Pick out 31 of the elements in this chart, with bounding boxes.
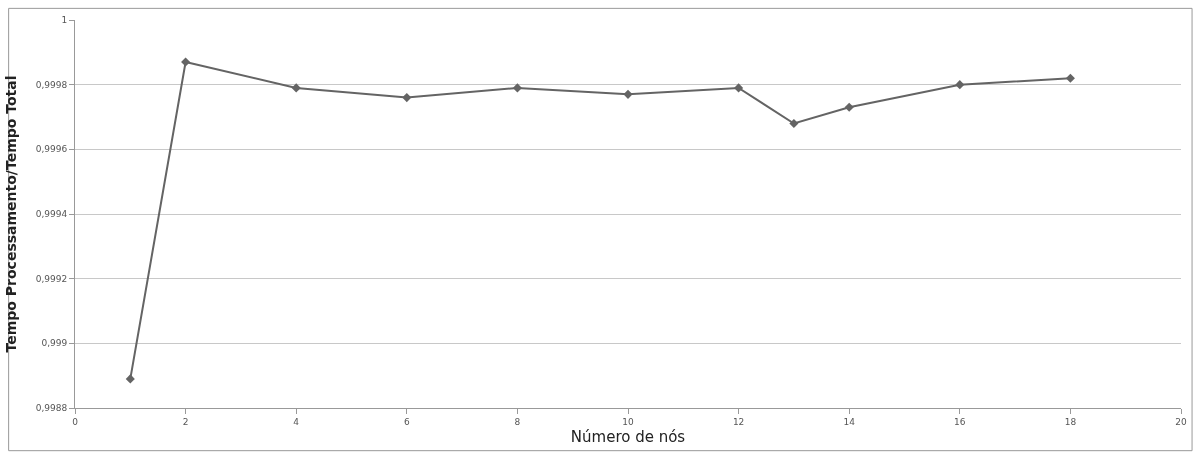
point [125,374,135,384]
x-tick-label: 10 [622,416,634,427]
x-tick-label: 18 [1064,416,1077,427]
point [734,83,744,93]
x-tick-label: 8 [514,416,521,427]
y-axis-title: Tempo Processamento/Tempo Total [3,75,20,353]
point [512,83,522,93]
y-tick-label: 0,9988 [35,403,68,414]
y-tick-label: 0,9994 [35,209,68,220]
point [789,118,799,129]
x-tick-label: 14 [843,416,856,427]
x-tick-label: 4 [293,416,300,427]
y-tick-label: 0,9998 [35,79,68,90]
x-tick-label: 20 [1175,416,1187,427]
y-tick-label: 0,999 [41,338,68,349]
x-axis-title: Número de nós [570,427,686,446]
x-tick-label: 16 [954,416,966,427]
x-tick-label: 0 [72,416,79,427]
point [181,57,191,67]
x-tick-label: 2 [182,416,189,427]
y-tick-label: 1 [61,15,68,26]
point [955,80,965,90]
point [1065,73,1075,83]
y-tick-label: 0,9992 [35,273,68,284]
x-tick-label: 6 [403,416,410,427]
point [291,83,301,93]
point [844,102,854,112]
point [402,93,412,103]
x-tick-label: 12 [732,416,745,427]
point [623,89,633,99]
y-tick-label: 0,9996 [35,144,68,155]
